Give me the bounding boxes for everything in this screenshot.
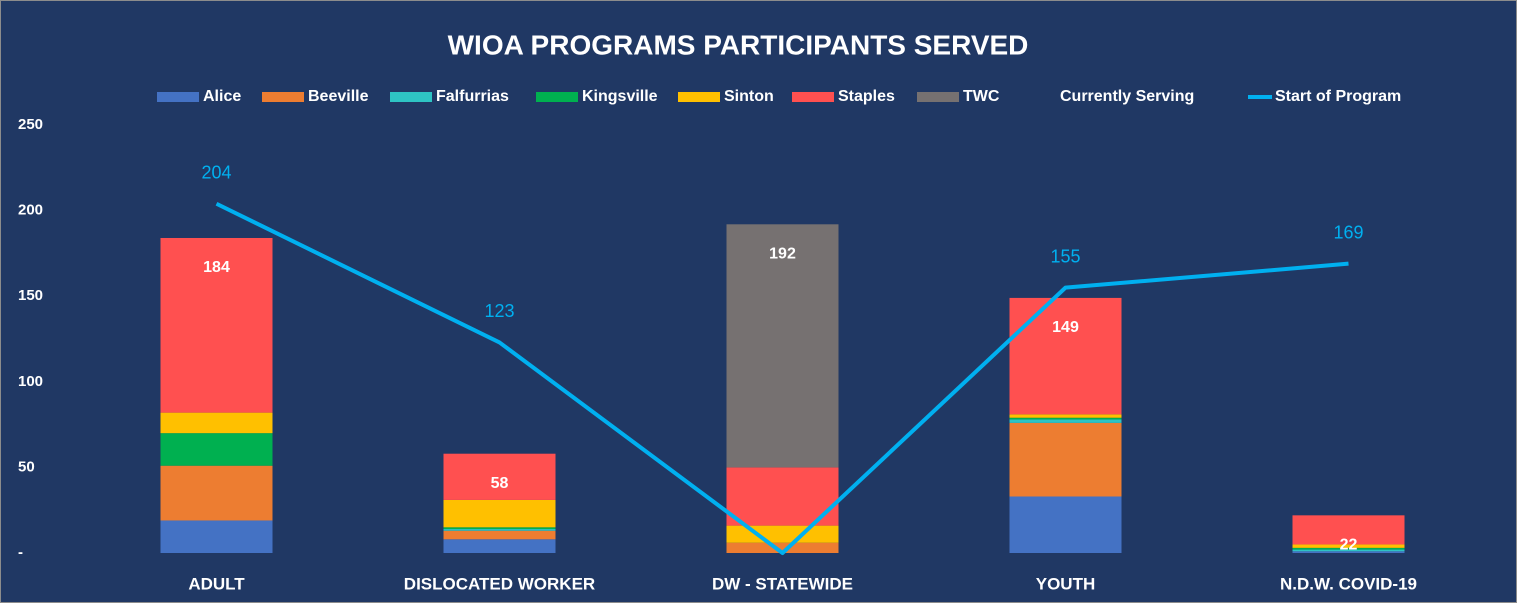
legend-label: Kingsville — [582, 88, 658, 105]
x-tick-label: DISLOCATED WORKER — [404, 574, 595, 593]
y-tick-label: 250 — [18, 116, 43, 133]
bar-segment — [1009, 417, 1122, 420]
legend-label: Currently Serving — [1060, 88, 1194, 105]
legend-swatch — [536, 92, 578, 102]
bar-segment — [443, 529, 556, 531]
bar-segment — [443, 539, 556, 553]
legend-label: Staples — [838, 88, 895, 105]
bar-segment — [1292, 544, 1405, 548]
x-tick-label: ADULT — [188, 574, 245, 593]
x-tick-label: DW - STATEWIDE — [712, 574, 853, 593]
legend-swatch — [678, 92, 720, 102]
line-label: 155 — [1050, 246, 1080, 266]
bar-segment — [1292, 515, 1405, 545]
bar-segment — [160, 433, 273, 466]
bar-segment — [1009, 297, 1122, 415]
bar-segment — [1009, 422, 1122, 497]
bar-segment — [1292, 547, 1405, 550]
y-tick-label: 50 — [18, 458, 35, 475]
bar-segment — [1292, 551, 1405, 553]
bar-segment — [160, 465, 273, 521]
line-label: 123 — [484, 301, 514, 321]
x-tick-label: YOUTH — [1036, 574, 1096, 593]
bar-segment — [726, 542, 839, 553]
chart-title: WIOA PROGRAMS PARTICIPANTS SERVED — [448, 29, 1029, 60]
bar-segment — [443, 527, 556, 530]
legend-swatch — [262, 92, 304, 102]
bar-segment — [726, 525, 839, 543]
legend-label: Sinton — [724, 88, 774, 105]
legend-swatch — [390, 92, 432, 102]
bar-segment — [443, 453, 556, 500]
legend-swatch — [157, 92, 199, 102]
bar-segment — [1009, 414, 1122, 418]
bar-segment — [1009, 496, 1122, 553]
y-tick-label: 200 — [18, 202, 43, 219]
y-tick-label: 100 — [18, 373, 43, 390]
legend-label: Beeville — [308, 88, 369, 105]
data-label: 149 — [1052, 319, 1079, 336]
line-label: 169 — [1333, 222, 1363, 242]
bar-segment — [160, 412, 273, 434]
x-tick-label: N.D.W. COVID-19 — [1280, 574, 1417, 593]
line-label: 204 — [201, 163, 231, 183]
legend-label: Start of Program — [1275, 88, 1401, 105]
legend-label: TWC — [963, 88, 1000, 105]
y-tick-label: 150 — [18, 287, 43, 304]
data-label: 184 — [203, 259, 230, 276]
bar-segment — [1292, 549, 1405, 552]
bar-segment — [160, 237, 273, 413]
data-label: 192 — [769, 246, 796, 263]
data-label: 58 — [491, 475, 509, 492]
bar-segment — [443, 530, 556, 540]
bar-segment — [1009, 419, 1122, 423]
legend-swatch — [792, 92, 834, 102]
data-label: 22 — [1340, 537, 1358, 554]
bar-segment — [726, 224, 839, 468]
legend-label: Alice — [203, 88, 241, 105]
line — [215, 201, 1349, 555]
bar-segment — [443, 499, 556, 528]
legend-label: Falfurrias — [436, 88, 509, 105]
bar-segment — [160, 520, 273, 553]
y-tick-label: - — [18, 544, 23, 561]
legend-swatch — [917, 92, 959, 102]
